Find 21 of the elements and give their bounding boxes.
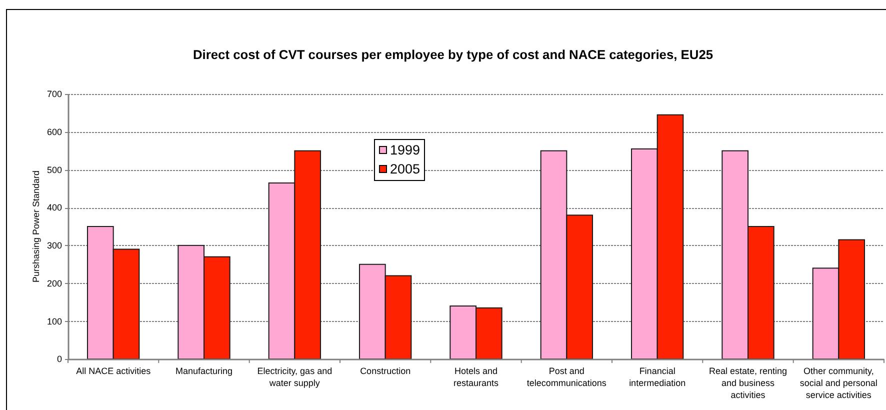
- y-tick-label: 0: [56, 354, 62, 364]
- y-tick-label: 500: [46, 164, 62, 175]
- x-tick-label: Financial intermediation: [629, 366, 686, 388]
- y-tick-label: 100: [46, 316, 62, 326]
- x-tick-label: All NACE activities: [76, 366, 152, 376]
- y-tick-label: 700: [46, 89, 62, 100]
- y-axis-title: Purshasing Power Standard: [31, 170, 41, 283]
- chart-title: Direct cost of CVT courses per employee by type of cost and NACE categories, EU25: [192, 47, 714, 62]
- y-tick-label: 300: [46, 240, 62, 251]
- y-tick-label: 600: [46, 127, 62, 138]
- y-tick-label: 200: [46, 278, 62, 288]
- x-tick-label: Post and telecommunications: [526, 366, 607, 388]
- legend-label: 1999: [390, 142, 420, 158]
- x-tick-label: Electricity, gas and water supply: [257, 366, 332, 388]
- x-tick-label: Hotels and restaurants: [453, 366, 500, 388]
- x-tick-label: Other community, social and personal service activities: [800, 366, 878, 400]
- legend-label: 2005: [390, 162, 420, 177]
- y-tick-label: 400: [46, 202, 62, 213]
- x-tick-label: Real estate, renting and business activities: [708, 366, 788, 400]
- x-tick-label: Manufacturing: [175, 366, 233, 376]
- x-tick-label: Construction: [360, 366, 411, 376]
